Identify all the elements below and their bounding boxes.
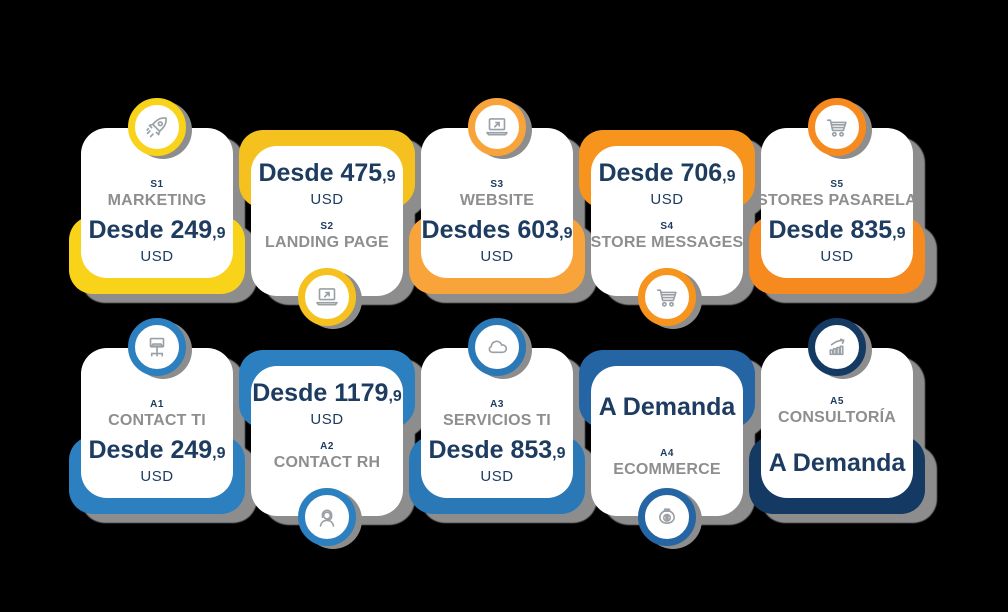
cloud-icon — [482, 332, 512, 362]
icon-circle — [638, 488, 696, 546]
icon-circle — [298, 268, 356, 326]
card-s1-marketing: S1 MARKETING Desde 249,9 USD — [69, 98, 257, 303]
card-id: S1 — [150, 178, 164, 190]
icon-circle — [298, 488, 356, 546]
icon-circle — [468, 98, 526, 156]
icon-circle — [808, 98, 866, 156]
laptop-arrow-icon — [482, 112, 512, 142]
card-title: ECOMMERCE — [613, 460, 721, 478]
icon-circle — [468, 318, 526, 376]
laptop-arrow-icon — [312, 282, 342, 312]
icon-circle — [638, 268, 696, 326]
card-price: Desde 1179,9 — [252, 379, 402, 407]
growth-chart-icon — [822, 332, 852, 362]
card-a3-servicios-ti: A3 SERVICIOS TI Desde 853,9 USD — [409, 318, 597, 523]
card-a2-contact-rh: Desde 1179,9 USD A2 CONTACT RH — [239, 350, 427, 546]
shopping-cart-icon — [652, 282, 682, 312]
card-currency: USD — [480, 247, 514, 265]
card-title: STORES PASARELA — [757, 191, 917, 209]
card-id: S5 — [830, 178, 844, 190]
card-price: Desde 706,9 — [598, 159, 736, 187]
card-title: SERVICIOS TI — [443, 411, 551, 429]
card-s4-store-messages: Desde 706,9 USD S4 STORE MESSAGES — [579, 130, 767, 326]
card-a4-ecommerce: A Demanda A4 ECOMMERCE — [579, 350, 767, 546]
headset-agent-icon — [312, 502, 342, 532]
card-a1-contact-ti: A1 CONTACT TI Desde 249,9 USD — [69, 318, 257, 523]
card-title: MARKETING — [107, 191, 207, 209]
card-price: Desde 475,9 — [258, 159, 396, 187]
card-id: A4 — [660, 447, 674, 459]
card-title: STORE MESSAGES — [590, 234, 744, 252]
card-price: Desde 249,9 — [88, 215, 226, 244]
icon-circle — [128, 318, 186, 376]
card-price: A Demanda — [598, 393, 736, 421]
card-currency: USD — [310, 410, 344, 428]
card-a5-consultoria: A5 CONSULTORÍA A Demanda — [749, 318, 937, 523]
card-title: CONTACT TI — [108, 411, 206, 429]
card-title: CONSULTORÍA — [777, 409, 897, 427]
card-currency: USD — [650, 190, 684, 208]
card-id: S3 — [490, 178, 504, 190]
card-s2-landing-page: Desde 475,9 USD S2 LANDING PAGE — [239, 130, 427, 326]
monitor-network-icon — [142, 332, 172, 362]
card-id: A1 — [150, 398, 164, 410]
icon-circle — [808, 318, 866, 376]
rocket-icon — [142, 112, 172, 142]
shopping-cart-icon — [822, 112, 852, 142]
card-s3-website: S3 WEBSITE Desdes 603,9 USD — [409, 98, 597, 303]
card-title: LANDING PAGE — [265, 234, 389, 252]
card-price: Desdes 603,9 — [421, 215, 573, 244]
card-currency: USD — [820, 247, 854, 265]
icon-circle — [128, 98, 186, 156]
card-currency: USD — [140, 247, 174, 265]
card-currency: USD — [310, 190, 344, 208]
money-bag-icon — [652, 502, 682, 532]
card-price: A Demanda — [768, 449, 906, 478]
card-id: A2 — [320, 441, 334, 453]
card-currency: USD — [480, 467, 514, 485]
card-price: Desde 249,9 — [88, 435, 226, 464]
card-id: A5 — [830, 396, 844, 408]
card-body: S5 STORES PASARELA Desde 835,9 USD — [757, 128, 917, 278]
card-id: S2 — [320, 221, 334, 233]
card-title: WEBSITE — [459, 191, 535, 209]
card-price: Desde 835,9 — [768, 215, 906, 244]
card-s5-stores-pasarela: S5 STORES PASARELA Desde 835,9 USD — [749, 98, 937, 303]
card-title: CONTACT RH — [273, 454, 381, 472]
card-currency: USD — [140, 467, 174, 485]
card-price: Desde 853,9 — [428, 435, 566, 464]
card-id: S4 — [660, 221, 674, 233]
card-id: A3 — [490, 398, 504, 410]
